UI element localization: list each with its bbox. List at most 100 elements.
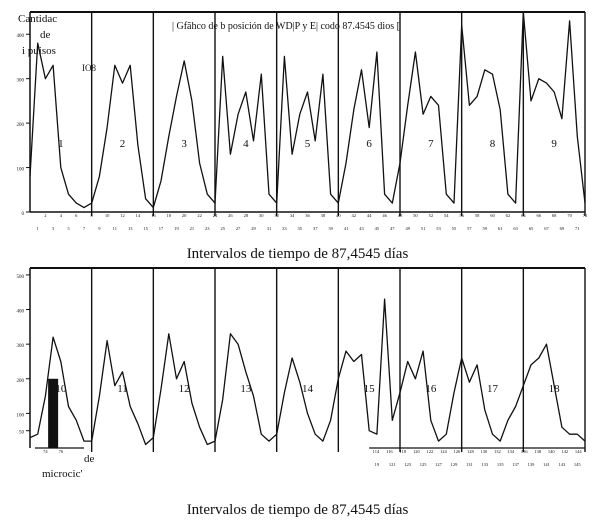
panel-2-x-tick-label: 123 (404, 462, 412, 467)
panel-2-y-tick-label: 50 (19, 431, 25, 436)
panel-2-y-tick-label: 100 (17, 413, 25, 418)
y-axis-label-line-2: de (40, 29, 51, 41)
panel-1-x-tick-label: 19 (174, 226, 179, 231)
panel-1-x-tick-label: 27 (236, 226, 241, 231)
panel-2-cycle-label: 17 (487, 383, 499, 395)
panel-2-x-tick-label: 137 (512, 462, 520, 467)
panel-1-x-tick-label: 56 (459, 213, 464, 218)
panel-1-cycle-label: 6 (366, 138, 372, 150)
panel-1-x-tick-label: 33 (282, 226, 287, 231)
panel-2-x-tick-label: 145 (574, 462, 582, 467)
panel-1-cycle-label: 2 (120, 138, 126, 150)
panel-2-x-tick-label: 116 (386, 449, 393, 454)
panel-2-y-tick-label: 500 (17, 275, 25, 280)
panel-2-x-tick-label: 133 (481, 462, 489, 467)
panel-1-x-tick-label: 3 (52, 226, 55, 231)
panel-2-x-tick-label: 131 (466, 462, 473, 467)
panel-1-x-tick-label: 58 (475, 213, 480, 218)
panel-1-cycle-label: 3 (181, 138, 187, 150)
panel-1-x-tick-label: 29 (251, 226, 256, 231)
panel-1-x-tick-label: 68 (552, 213, 557, 218)
panel-1-cycle-label: 1 (58, 138, 64, 150)
panel-2-x-tick-label: 120 (413, 449, 421, 454)
panel-2-x-tick-label: 134 (507, 449, 515, 454)
panel-1-series-line (29, 11, 586, 209)
panel-1-x-tick-label: 52 (429, 213, 434, 218)
panel-1-cycle-label: 7 (428, 138, 434, 150)
panel-1-x-tick-label: 21 (190, 226, 195, 231)
y-axis-label-line-3: i puisos (22, 45, 56, 57)
panel-1-cycle-label: 9 (551, 138, 557, 150)
corner-tag: IO8 (82, 63, 96, 73)
panel-1-x-tick-label: 37 (313, 226, 318, 231)
panel-1-x-tick-label: 39 (328, 226, 333, 231)
panel-1-x-tick-label: 36 (305, 213, 310, 218)
panel-1-x-tick-label: 55 (452, 226, 457, 231)
panel-1-x-tick-label: 71 (575, 226, 580, 231)
panel-1-cycle-label: 5 (305, 138, 311, 150)
panel-1-x-tick-label: 60 (490, 213, 495, 218)
panel-2-y-tick-label: 200 (17, 379, 25, 384)
panel-1-x-tick-label: 13 (128, 226, 133, 231)
panel-1-x-tick-label: 62 (506, 213, 511, 218)
panel-2-series-line (29, 298, 586, 446)
panel-2-y-tick-label: 400 (17, 310, 25, 315)
panel-1-x-tick-label: 38 (321, 213, 326, 218)
panel-1-x-tick-label: 67 (544, 226, 549, 231)
panel-2-cycle-label: 16 (425, 383, 437, 395)
panel-1-cycle-label: 8 (490, 138, 496, 150)
panel-1-x-tick-label: 45 (375, 226, 380, 231)
panel-1-x-tick-label: 9 (98, 226, 101, 231)
panel-1-y-tick-label: 100 (17, 168, 25, 173)
panel-2-x-tick-label: 144 (575, 449, 583, 454)
panel-1-x-tick-label: 5 (67, 226, 70, 231)
panel-1-x-tick-label: 70 (567, 213, 572, 218)
panel-1-x-tick-label: 47 (390, 226, 395, 231)
panel-1-x-tick-label: 46 (382, 213, 387, 218)
panel-2-x-tick-label: 127 (435, 462, 443, 467)
panel-1-x-tick-label: 25 (220, 226, 225, 231)
panel-1-x-tick-label: 15 (143, 226, 148, 231)
panel-1-x-tick-label: 14 (136, 213, 141, 218)
panel-2-x-tick-label: 118 (400, 449, 407, 454)
panel-1-y-tick-label: 300 (17, 79, 25, 84)
panel-1-x-tick-label: 18 (167, 213, 172, 218)
panel-1-x-tick-label: 4 (60, 213, 63, 218)
panel-1-x-tick-label: 28 (244, 213, 249, 218)
panel-2-x-tick-label: 139 (528, 462, 536, 467)
y-axis-label-line-1: Cantidac (18, 13, 58, 25)
legend-line-1: de (84, 453, 95, 465)
panel-2-x-tick-label: 130 (480, 449, 488, 454)
panel-2-x-tick-label: 129 (451, 462, 459, 467)
panel-1-x-tick-label: 24 (213, 213, 218, 218)
panel-1-x-tick-label: 40 (336, 213, 341, 218)
legend-line-2: microcic' (42, 468, 83, 480)
panel-2-x-tick-label: 19 (375, 462, 380, 467)
panel-1-x-tick-label: 20 (182, 213, 187, 218)
panel-2-x-tick-label: 136 (521, 449, 529, 454)
panel-2-x-tick-label: 128 (467, 449, 475, 454)
panel-2-x-tick-label: 135 (497, 462, 505, 467)
panel-2-cycle-label: 15 (364, 383, 376, 395)
panel-1-x-tick-label: 8 (91, 213, 94, 218)
panel-2-x-tick-label: 143 (559, 462, 567, 467)
panel-2-cycle-label: 14 (302, 383, 314, 395)
chart-title: | Gfãhco de b posición de WD|P y E| codo… (172, 21, 400, 32)
panel-1-x-tick-label: 69 (560, 226, 565, 231)
microcycle-bar (48, 378, 59, 448)
panel-1-x-tick-label: 12 (120, 213, 125, 218)
panel-1-x-tick-label: 34 (290, 213, 295, 218)
panel-1-x-tick-label: 42 (352, 213, 357, 218)
panel-2-x-tick-label: 122 (426, 449, 433, 454)
panel-1-x-tick-label: 64 (521, 213, 526, 218)
panel-2-x-tick-label: 132 (494, 449, 501, 454)
panel-1-x-tick-label: 2 (44, 213, 46, 218)
panel-1-cycle-label: 4 (243, 138, 249, 150)
panel-2-x-tick-label: 76 (59, 449, 64, 454)
panel-1-x-tick-label: 41 (344, 226, 349, 231)
top-x-axis-label: Intervalos de tiempo de 87,4545 días (186, 246, 409, 262)
panel-1-x-tick-label: 63 (513, 226, 518, 231)
panel-2-x-tick-label: 124 (440, 449, 448, 454)
panel-2-x-tick-label: 140 (548, 449, 556, 454)
